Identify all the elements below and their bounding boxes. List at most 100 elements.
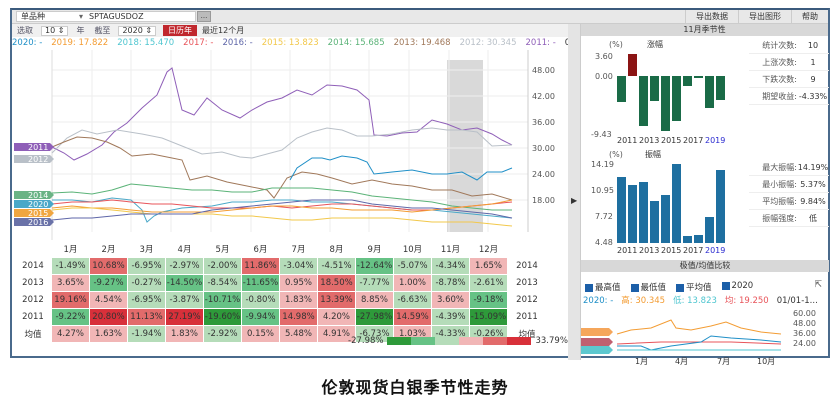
heatmap-cell[interactable]: 14.59% xyxy=(394,309,431,325)
svg-text:7月: 7月 xyxy=(717,357,730,366)
heatmap-cell[interactable]: 13.39% xyxy=(318,292,355,308)
legend-item[interactable]: 2011: - xyxy=(525,38,556,48)
heatmap-cell[interactable]: 10.68% xyxy=(90,258,127,274)
heatmap-cell[interactable]: -14.50% xyxy=(166,275,203,291)
heatmap-cell[interactable]: -11.65% xyxy=(242,275,279,291)
heatmap-cell[interactable]: -8.78% xyxy=(432,275,469,291)
month-header: 10月 xyxy=(402,245,423,255)
heatmap-cell[interactable]: 3.60% xyxy=(432,292,469,308)
legend-item[interactable]: 01/01-... xyxy=(564,38,568,48)
heatmap-row: 均值 4.27% 1.63% -1.94% 1.83% -2.92% 0.15% 5.48% 4… xyxy=(15,326,546,342)
svg-text:2015: 2015 xyxy=(28,209,48,218)
heatmap-cell[interactable]: -1.94% xyxy=(128,326,165,342)
heatmap-cell[interactable]: -9.18% xyxy=(470,292,507,308)
years-stepper[interactable]: 10 ⇕ xyxy=(41,25,69,36)
instrument-selector[interactable]: 单品种 ▾ SPTAGUSDOZ xyxy=(16,11,196,22)
heatmap-cell[interactable]: -2.92% xyxy=(204,326,241,342)
compare-checkbox[interactable]: 2020 xyxy=(721,281,753,293)
heatmap-cell[interactable]: 1.63% xyxy=(90,326,127,342)
svg-text:36.00: 36.00 xyxy=(532,118,555,127)
heatmap-row: 2013 3.65% -9.27% -0.27% -14.50% -8.54% -11.65… xyxy=(15,275,546,291)
svg-text:-9.43: -9.43 xyxy=(591,130,612,139)
help-button[interactable]: 帮助 xyxy=(791,10,828,24)
heatmap-cell[interactable]: 4.20% xyxy=(318,309,355,325)
heatmap-cell[interactable]: -1.49% xyxy=(52,258,89,274)
heatmap-cell[interactable]: 3.65% xyxy=(52,275,89,291)
heatmap-cell[interactable]: 4.54% xyxy=(90,292,127,308)
heatmap-cell[interactable]: 5.48% xyxy=(280,326,317,342)
compare-checkbox[interactable]: 最高值 xyxy=(585,281,621,293)
heatmap-cell[interactable]: -3.87% xyxy=(166,292,203,308)
heatmap-cell[interactable]: -9.22% xyxy=(52,309,89,325)
legend-item[interactable]: 2016: - xyxy=(222,38,253,48)
last-12-months-button[interactable]: 最近12个月 xyxy=(202,26,245,35)
heatmap-cell[interactable]: 1.83% xyxy=(166,326,203,342)
compare-checkbox[interactable]: 平均值 xyxy=(676,281,712,293)
svg-text:2017: 2017 xyxy=(683,246,703,255)
heatmap-cell[interactable]: 19.16% xyxy=(52,292,89,308)
rise-bar-chart[interactable]: (%) 涨幅 3.60 0.00 -9.43 2011 2013 2015 2017 201… xyxy=(581,37,749,147)
heatmap-cell[interactable]: -2.97% xyxy=(166,258,203,274)
heatmap-cell[interactable]: -15.09% xyxy=(470,309,507,325)
heatmap-cell[interactable]: 11.13% xyxy=(128,309,165,325)
heatmap-cell[interactable]: -6.63% xyxy=(394,292,431,308)
heatmap-cell[interactable]: -9.94% xyxy=(242,309,279,325)
browse-button[interactable]: ... xyxy=(197,11,211,22)
heatmap-cell[interactable]: 1.00% xyxy=(394,275,431,291)
heatmap-cell[interactable]: -2.00% xyxy=(204,258,241,274)
heatmap-cell[interactable]: -6.95% xyxy=(128,292,165,308)
main-line-chart[interactable]: 48.00 42.00 36.00 30.00 24.00 18.00 2011… xyxy=(12,50,568,240)
heatmap-cell[interactable]: -6.73% xyxy=(356,326,393,342)
heatmap-cell[interactable]: 11.86% xyxy=(242,258,279,274)
heatmap-cell[interactable]: -8.54% xyxy=(204,275,241,291)
legend-item[interactable]: 2013: 19.468 xyxy=(393,38,451,48)
until-year-stepper[interactable]: 2020 ⇕ xyxy=(118,25,157,36)
legend-item[interactable]: 2015: 13.823 xyxy=(261,38,319,48)
calendar-year-button[interactable]: 日历年 xyxy=(163,25,198,36)
export-data-button[interactable]: 导出数据 xyxy=(685,10,738,24)
heatmap-cell[interactable]: -4.39% xyxy=(432,309,469,325)
heatmap-cell[interactable]: 1.83% xyxy=(280,292,317,308)
legend-item[interactable]: 2020: - xyxy=(12,38,43,48)
heatmap-cell[interactable]: -2.61% xyxy=(470,275,507,291)
heatmap-cell[interactable]: 4.91% xyxy=(318,326,355,342)
heatmap-cell[interactable]: 14.98% xyxy=(280,309,317,325)
compare-legend-item: 2020: - xyxy=(583,296,614,306)
stat-row: 平均振幅: 9.84% xyxy=(749,193,829,210)
heatmap-cell[interactable]: -19.60% xyxy=(204,309,241,325)
heatmap-cell[interactable]: -6.95% xyxy=(128,258,165,274)
heatmap-cell[interactable]: -0.80% xyxy=(242,292,279,308)
heatmap-cell[interactable]: 0.95% xyxy=(280,275,317,291)
heatmap-cell[interactable]: 20.80% xyxy=(90,309,127,325)
app-window: 单品种 ▾ SPTAGUSDOZ ... 导出数据 导出图形 帮助 选取 10 … xyxy=(10,8,830,366)
compare-checkbox[interactable]: 最低值 xyxy=(630,281,666,293)
svg-text:2020: 2020 xyxy=(28,200,48,209)
heatmap-cell[interactable]: -10.71% xyxy=(204,292,241,308)
legend-item[interactable]: 2017: - xyxy=(183,38,214,48)
heatmap-cell[interactable]: -9.27% xyxy=(90,275,127,291)
legend-item[interactable]: 2012: 30.345 xyxy=(459,38,517,48)
heatmap-cell[interactable]: 0.15% xyxy=(242,326,279,342)
heatmap-cell[interactable]: -12.64% xyxy=(356,258,393,274)
heatmap-cell[interactable]: -0.27% xyxy=(128,275,165,291)
legend-item[interactable]: 2019: 17.822 xyxy=(51,38,109,48)
heatmap-cell[interactable]: -4.34% xyxy=(432,258,469,274)
collapse-arrow-icon[interactable]: ▶ xyxy=(571,196,578,205)
panel-splitter[interactable]: ▶ xyxy=(568,24,580,360)
heatmap-cell[interactable]: -5.07% xyxy=(394,258,431,274)
legend-item[interactable]: 2014: 15.685 xyxy=(327,38,385,48)
legend-item[interactable]: 2018: 15.470 xyxy=(117,38,175,48)
export-chart-button[interactable]: 导出图形 xyxy=(738,10,791,24)
heatmap-cell[interactable]: 27.19% xyxy=(166,309,203,325)
heatmap-cell[interactable]: -27.98% xyxy=(356,309,393,325)
expand-icon[interactable]: ⇱ xyxy=(814,280,822,290)
heatmap-cell[interactable]: 8.85% xyxy=(356,292,393,308)
heatmap-cell[interactable]: -3.04% xyxy=(280,258,317,274)
heatmap-cell[interactable]: -4.51% xyxy=(318,258,355,274)
heatmap-cell[interactable]: 18.50% xyxy=(318,275,355,291)
heatmap-cell[interactable]: -7.77% xyxy=(356,275,393,291)
heatmap-cell[interactable]: 1.65% xyxy=(470,258,507,274)
heatmap-cell[interactable]: 4.27% xyxy=(52,326,89,342)
